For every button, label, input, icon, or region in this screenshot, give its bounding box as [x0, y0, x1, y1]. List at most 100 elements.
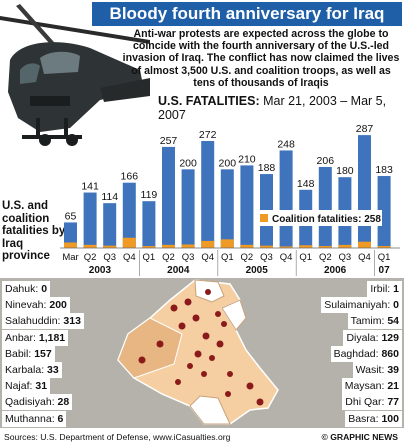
province-value: 1,181	[38, 331, 66, 344]
year-label: 2006	[324, 265, 347, 276]
bar-coalition	[83, 244, 97, 248]
data-label: 188	[258, 162, 276, 174]
province-item: Tamim: 54	[347, 313, 402, 330]
x-tick-label: Q2	[162, 252, 175, 263]
bar-us	[220, 169, 234, 248]
legend-background	[256, 210, 382, 226]
province-item: Muthanna: 6	[2, 410, 67, 427]
page-title: Bloody fourth anniversary for Iraq	[92, 2, 402, 26]
fatality-markers	[138, 289, 264, 406]
data-label: 206	[317, 155, 335, 167]
province-name: Qadisiyah:	[5, 396, 58, 409]
province-value: 1	[393, 283, 399, 295]
province-value: 33	[47, 364, 59, 376]
province-map-panel: Dahuk: 0 Ninevah: 200 Salahuddin: 313 Anbar…	[0, 278, 404, 428]
bar-coalition	[299, 245, 313, 248]
x-tick-label: Q2	[84, 252, 97, 263]
province-item: Salahuddin: 313	[2, 313, 84, 330]
data-label: 257	[160, 135, 178, 147]
province-item: Anbar: 1,181	[2, 329, 69, 346]
province-item: Maysan: 21	[341, 378, 402, 395]
bar-us	[142, 201, 156, 248]
province-name: Basra:	[348, 412, 382, 425]
province-value: 28	[57, 396, 70, 409]
bar-coalition	[358, 241, 371, 248]
fatalities-date-range: Mar 21, 2003 – Mar 5, 2007	[158, 94, 387, 122]
province-name: Baghdad:	[333, 347, 382, 360]
bar-coalition	[142, 246, 156, 248]
province-name: Babil:	[5, 347, 35, 360]
province-name: Maysan:	[344, 380, 388, 393]
province-item: Irbil: 1	[367, 281, 402, 297]
province-item: Babil: 157	[2, 345, 55, 362]
province-item: Karbala: 33	[2, 362, 62, 378]
province-name: Muthanna:	[5, 412, 58, 425]
province-value: 313	[63, 315, 81, 328]
legend-coalition-label: Coalition fatalities: 258	[272, 214, 381, 225]
province-value: 39	[387, 364, 399, 376]
province-item: Diyala: 129	[343, 329, 402, 346]
year-label: 2004	[167, 265, 190, 276]
bar-coalition	[201, 240, 215, 248]
province-name: Sulaimaniyah:	[324, 299, 394, 312]
data-label: 148	[297, 178, 315, 190]
data-label: 200	[219, 157, 237, 169]
x-tick-label: Q3	[260, 252, 273, 263]
bar-us	[122, 182, 136, 248]
province-value: 100	[381, 412, 399, 425]
province-item: Dahuk: 0	[2, 281, 51, 297]
source-note: Sources: U.S. Department of Defense, www…	[4, 432, 231, 442]
bar-coalition	[279, 246, 293, 248]
x-tick-label: Q4	[201, 252, 214, 263]
x-tick-label: Q4	[358, 252, 371, 263]
province-item: Najaf: 31	[2, 378, 51, 395]
footer: Sources: U.S. Department of Defense, www…	[2, 430, 402, 446]
x-tick-label: Q4	[123, 252, 136, 263]
year-label: 2003	[89, 265, 112, 276]
bar-us	[358, 135, 371, 248]
bar-us	[103, 203, 117, 248]
province-value: 200	[49, 299, 67, 312]
helicopter-illustration	[0, 4, 150, 146]
data-label: 248	[277, 138, 295, 150]
x-tick-label: Q1	[378, 252, 391, 263]
bar-coalition	[162, 244, 175, 248]
bar-us	[181, 169, 195, 248]
x-tick-label: Q3	[103, 252, 116, 263]
province-value: 77	[387, 396, 399, 409]
data-label: 272	[199, 129, 217, 141]
bar-coalition	[318, 246, 332, 248]
chart-legend: Coalition fatalities: 258	[256, 210, 382, 226]
province-value: 157	[34, 347, 52, 360]
province-name: Anbar:	[5, 331, 39, 344]
bar-us	[377, 176, 391, 248]
fatalities-heading: U.S. FATALITIES: Mar 21, 2003 – Mar 5, 2…	[158, 94, 404, 122]
bar-coalition	[181, 244, 195, 248]
data-label: 180	[336, 165, 354, 177]
x-labels-group: Mar Q2 Q3 Q4 Q1 Q2 Q3 Q4 Q1 Q2 Q3 Q4 Q1 Q2 Q3 Q4 Q1 2003 2…	[60, 247, 400, 276]
bar-coalition	[220, 239, 234, 248]
x-tick-label: Q1	[221, 252, 234, 263]
province-value: 6	[57, 412, 64, 425]
data-label: 210	[238, 153, 256, 165]
x-tick-label: Q2	[319, 252, 332, 263]
fatalities-heading-label: U.S. FATALITIES:	[158, 94, 260, 108]
x-tick-label: Mar	[62, 252, 78, 263]
province-item: Ninevah: 200	[2, 297, 70, 314]
province-name: Salahuddin:	[5, 315, 64, 328]
x-tick-label: Q3	[182, 252, 195, 263]
data-label: 166	[121, 171, 139, 183]
intro-text: Anti-war protests are expected across th…	[122, 28, 400, 89]
bar-us	[162, 146, 175, 248]
year-label: 2005	[246, 265, 269, 276]
bar-coalition	[260, 245, 273, 248]
credit-line: © GRAPHIC NEWS	[321, 432, 398, 442]
province-value: 860	[381, 347, 399, 360]
bar-us	[279, 150, 293, 248]
data-label: 183	[375, 164, 393, 176]
x-tick-label: Q1	[299, 252, 312, 263]
x-tick-label: Q4	[280, 252, 293, 263]
data-label: 65	[65, 210, 77, 222]
